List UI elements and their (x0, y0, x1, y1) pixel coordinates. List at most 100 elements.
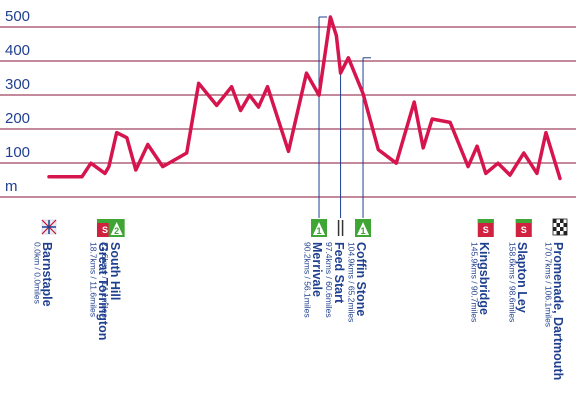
elevation-point (108, 166, 110, 168)
elevation-point (162, 166, 164, 168)
elevation-point (329, 16, 331, 18)
elevation-point (523, 152, 525, 154)
finish-flag-square (560, 219, 564, 223)
elevation-point (287, 150, 290, 152)
finish-flag-square (553, 227, 557, 231)
location-name-label: Coffin Stone (354, 242, 368, 316)
badge-climb: 2 (108, 219, 125, 237)
location-distance-label: 0.0km / 0.0miles (33, 242, 43, 304)
sprint-badge-label: S (483, 225, 489, 235)
sprint-badge-label: S (102, 225, 108, 235)
elevation-line (47, 15, 562, 181)
elevation-point (485, 172, 487, 174)
elevation-point (48, 176, 50, 178)
y-tick-label: 400 (5, 42, 30, 59)
elevation-point (81, 176, 83, 178)
location-name-label: Promenade, Dartmouth (551, 242, 565, 380)
elevation-point (545, 132, 547, 134)
y-tick-label: 300 (5, 76, 30, 93)
annotation-leader-lines (318, 16, 372, 218)
elevation-point (347, 57, 349, 59)
elevation-point (257, 106, 260, 108)
elevation-point (335, 35, 337, 37)
elevation-point (266, 86, 269, 88)
elevation-point (198, 82, 200, 84)
sprint-icon (477, 219, 494, 237)
elevation-point (126, 137, 128, 139)
location-distance-label: 145.9kms / 90.7miles (469, 242, 479, 322)
location-distance-label: 158.6kms / 98.6miles (507, 242, 517, 322)
finish-flag-square (560, 227, 564, 231)
elevation-point (559, 177, 561, 180)
elevation-point (116, 132, 118, 134)
elevation-point (90, 162, 92, 164)
badge-climb: 1 (355, 219, 372, 237)
finish-flag-square (556, 223, 560, 227)
grid-lines (0, 26, 576, 198)
y-tick-label: 100 (5, 144, 30, 161)
badge-feed (337, 220, 344, 236)
elevation-point (231, 86, 233, 88)
finish-flag-square (553, 219, 557, 223)
location-distance-label: 18.7kms / 11.6miles (89, 242, 99, 317)
elevation-point (413, 101, 415, 103)
location-name-label: Great Torrington (96, 242, 110, 340)
climb-icon-mountain (110, 222, 123, 235)
elevation-series (47, 15, 562, 181)
climb-badge-label: 1 (361, 226, 366, 236)
finish-flag-square (563, 231, 567, 235)
elevation-point (339, 72, 342, 74)
badge-sprint: S (477, 219, 494, 237)
elevation-point (362, 92, 364, 95)
climb-icon-mountain (313, 222, 326, 235)
y-axis-tick-labels: m 100 200 300 400 500 (5, 8, 30, 195)
finish-flag-square (563, 223, 567, 227)
sprint-icon-stripe (515, 219, 532, 223)
elevation-point (422, 147, 424, 149)
elevation-point (476, 145, 478, 147)
elevation-point (305, 72, 308, 74)
elevation-point (509, 174, 511, 176)
elevation-point (431, 118, 433, 120)
elevation-point (449, 121, 451, 123)
elevation-point (135, 169, 137, 171)
location-distance-label: 22.6kms / 14.1miles (100, 242, 110, 318)
elevation-point (186, 152, 188, 154)
elevation-point (467, 166, 469, 168)
location-distance-label: 90.2kms / 56.1miles (303, 242, 313, 318)
badge-finish (552, 218, 568, 236)
sprint-badge-label: S (521, 225, 527, 235)
finish-flag-square (556, 231, 560, 235)
location-name-label: Kingsbridge (477, 242, 491, 315)
location-distance-label: 97.4kms / 60.6miles (324, 242, 334, 318)
badge-climb: 1 (311, 219, 328, 237)
sprint-icon-stripe (477, 219, 494, 223)
location-name-label: Feed Start (332, 242, 346, 304)
elevation-point (318, 94, 320, 96)
elevation-point (248, 94, 251, 96)
elevation-point (377, 149, 379, 151)
location-name-label: Slapton Ley (515, 242, 529, 313)
sprint-icon-stripe (96, 219, 113, 223)
badge-flag (41, 219, 57, 235)
location-name-label: Merrivale (310, 242, 324, 297)
elevation-point (497, 162, 499, 164)
elevation-point (239, 109, 242, 112)
climb-badge-label: 1 (317, 226, 322, 236)
elevation-point (104, 172, 106, 174)
elevation-point (536, 172, 538, 174)
location-distance-label: 170.7kms / 106.1miles (544, 242, 554, 327)
sprint-icon (515, 219, 532, 237)
y-tick-label: 500 (5, 8, 30, 25)
climb-badge-label: 2 (114, 226, 119, 236)
elevation-point (395, 162, 397, 164)
location-distance-label: 104.9kms / 65.2miles (347, 242, 357, 322)
y-tick-label: 200 (5, 110, 30, 127)
elevation-point (216, 104, 218, 106)
location-name-label: Barnstaple (40, 242, 54, 307)
climb-icon-mountain (357, 222, 370, 235)
badge-sprint: S (515, 219, 532, 237)
